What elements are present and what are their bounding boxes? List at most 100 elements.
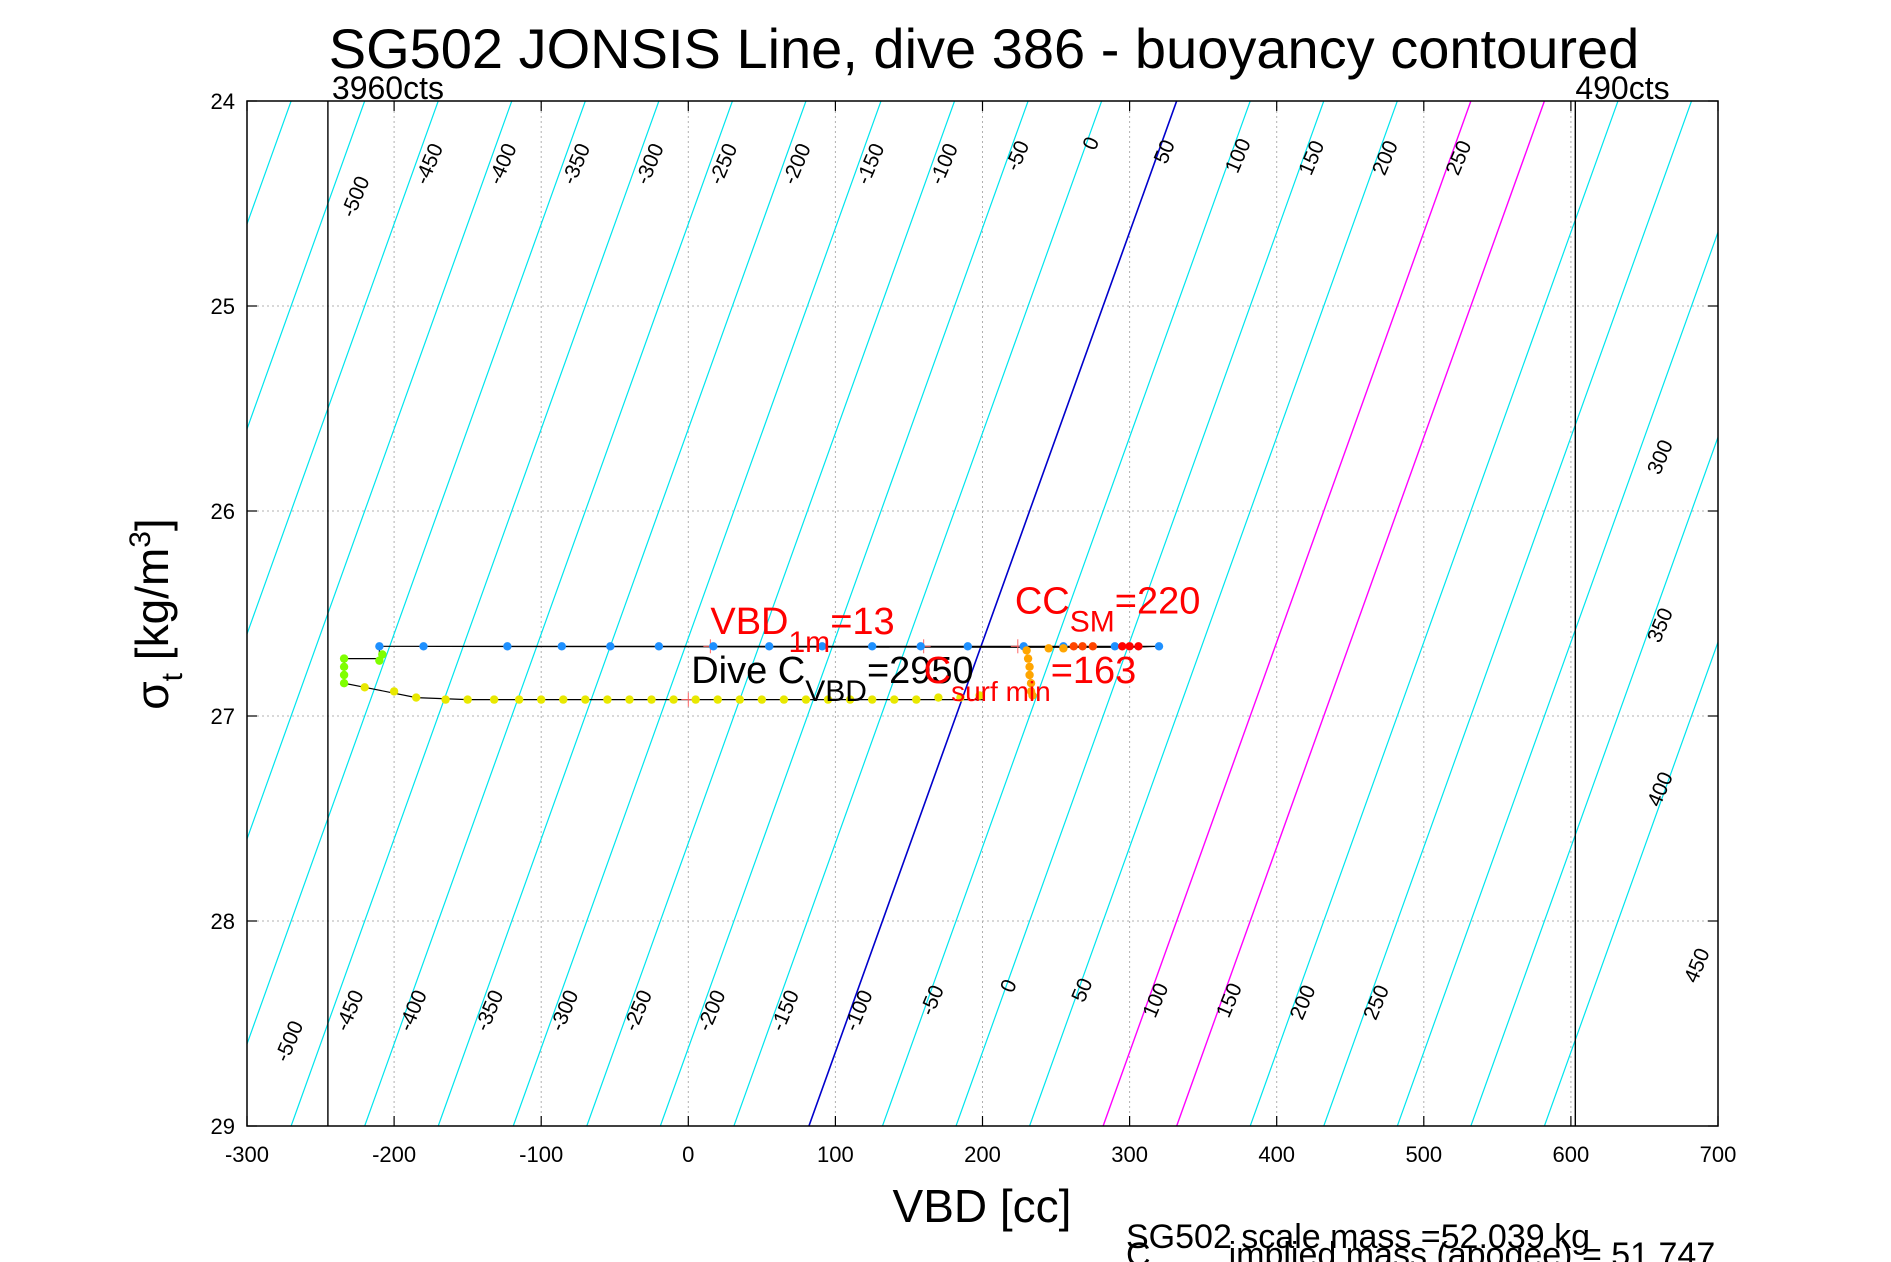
data-point xyxy=(912,695,921,704)
x-tick-label: 0 xyxy=(682,1142,694,1167)
x-axis-label: VBD [cc] xyxy=(893,1180,1072,1232)
x-tick-label: -200 xyxy=(372,1142,416,1167)
contour-level-label: -200 xyxy=(693,987,731,1035)
data-point xyxy=(779,695,789,704)
contour-line xyxy=(437,101,807,1126)
x-tick-label: 600 xyxy=(1553,1142,1590,1167)
contour-level-label: -450 xyxy=(331,987,369,1035)
data-point xyxy=(625,695,634,704)
data-point xyxy=(845,695,855,704)
contour-level-label: -250 xyxy=(705,140,743,188)
data-point xyxy=(757,695,767,704)
data-point xyxy=(963,642,972,651)
contour-level-label: -150 xyxy=(766,987,804,1035)
contour-level-label: -400 xyxy=(394,987,432,1035)
contour-level-label: -300 xyxy=(631,140,669,188)
grid-lines xyxy=(247,101,1718,1126)
data-point xyxy=(606,642,615,651)
data-point xyxy=(441,695,450,704)
contour-level-label: -50 xyxy=(916,982,949,1019)
contour-line xyxy=(247,101,586,1046)
data-point xyxy=(1088,642,1098,651)
data-point xyxy=(557,642,566,651)
data-point xyxy=(603,695,612,704)
contour-level-label: 50 xyxy=(1067,975,1097,1005)
contour-level-label: -50 xyxy=(1001,137,1034,174)
data-point xyxy=(1028,691,1037,700)
contour-line xyxy=(0,101,218,1126)
contour-level-label: -150 xyxy=(852,140,890,188)
contour-level-label: -400 xyxy=(484,140,522,188)
chart-title: SG502 JONSIS Line, dive 386 - buoyancy c… xyxy=(329,17,1640,80)
data-point xyxy=(514,695,524,704)
x-tick-label: 500 xyxy=(1405,1142,1442,1167)
contour-level-label: 100 xyxy=(1139,980,1174,1021)
data-point xyxy=(339,654,349,663)
y-axis-label-unit: [kg/m xyxy=(126,548,178,673)
data-point xyxy=(537,695,546,704)
data-point xyxy=(411,693,421,702)
x-tick-label: 300 xyxy=(1111,1142,1148,1167)
contour-level-label: 450 xyxy=(1680,945,1715,986)
contour-level-label: 350 xyxy=(1643,605,1678,646)
data-point xyxy=(956,693,965,702)
x-tick-label: 400 xyxy=(1258,1142,1295,1167)
y-tick-label: 25 xyxy=(211,294,235,319)
vbd-limit-lines: 3960cts 490cts xyxy=(327,70,1670,1126)
contour-line xyxy=(1102,101,1472,1126)
data-point xyxy=(890,695,899,704)
data-point xyxy=(647,695,656,704)
y-axis-label-subscript: t xyxy=(156,672,189,681)
x-axis-ticks: -300 -200 -100 0 100 200 300 400 500 600 700 xyxy=(225,101,1736,1167)
data-point xyxy=(1025,670,1034,680)
y-axis-label-symbol: σ xyxy=(126,681,178,709)
x-tick-label: 100 xyxy=(817,1142,854,1167)
data-point xyxy=(339,679,349,688)
contour-line xyxy=(955,101,1325,1126)
data-point xyxy=(1022,646,1031,655)
data-point xyxy=(559,695,568,704)
contour-level-label: -350 xyxy=(471,987,509,1035)
data-point xyxy=(735,695,744,704)
data-point xyxy=(1044,644,1053,653)
contour-level-label: 200 xyxy=(1368,137,1403,178)
contour-level-label: -100 xyxy=(925,140,963,188)
vbd-limit-label: 490cts xyxy=(1575,70,1669,106)
annotation-ccsm: CCSM=220 xyxy=(1015,581,1200,639)
data-point xyxy=(975,691,984,700)
x-tick-label: -100 xyxy=(519,1142,563,1167)
data-point xyxy=(691,695,700,704)
data-point xyxy=(360,683,369,692)
contour-level-label: 100 xyxy=(1221,135,1256,176)
contour-level-label: -500 xyxy=(337,173,375,221)
y-tick-label: 27 xyxy=(211,704,235,729)
y-axis-ticks: 24 25 26 27 28 29 xyxy=(211,89,1718,1139)
contour-line xyxy=(1396,230,1718,1126)
data-point xyxy=(419,642,428,651)
contour-line xyxy=(1470,435,1718,1126)
contour-level-label: -500 xyxy=(271,1018,309,1066)
data-point xyxy=(765,642,774,651)
data-points xyxy=(339,642,1164,704)
contour-line xyxy=(290,101,660,1126)
contour-level-label: 400 xyxy=(1643,769,1678,810)
data-point xyxy=(713,695,722,704)
data-point xyxy=(654,642,664,651)
contour-line xyxy=(808,101,1178,1126)
contour-level-label: 250 xyxy=(1359,982,1394,1023)
data-point xyxy=(463,695,472,704)
data-point xyxy=(801,695,811,704)
x-tick-label: 200 xyxy=(964,1142,1001,1167)
contour-line xyxy=(512,101,882,1126)
contour-line xyxy=(1323,101,1693,1126)
data-point xyxy=(1025,662,1034,671)
x-tick-label: -300 xyxy=(225,1142,269,1167)
contour-level-label: -100 xyxy=(840,987,878,1035)
y-axis-label: σt [kg/m3] xyxy=(124,518,189,709)
contour-level-label: -300 xyxy=(546,987,584,1035)
y-tick-label: 29 xyxy=(211,1114,235,1139)
buoyancy-contours xyxy=(0,101,1718,1126)
contour-line xyxy=(247,101,366,431)
